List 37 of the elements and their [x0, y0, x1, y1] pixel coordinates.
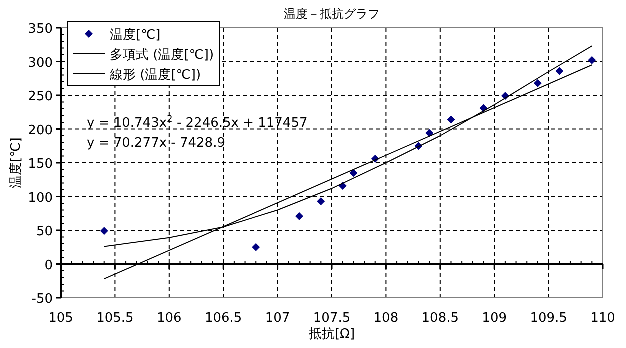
- legend-label: 線形 (温度[℃]): [109, 67, 202, 83]
- y-tick-label: 350: [28, 22, 53, 37]
- y-tick-label: 50: [36, 224, 53, 240]
- x-tick-label: 107: [265, 311, 290, 326]
- y-tick-label: 0: [44, 258, 53, 274]
- point: [100, 227, 108, 236]
- x-axis-title: 抵抗[Ω]: [308, 327, 356, 342]
- y-tick-label: -50: [32, 292, 53, 307]
- x-tick-label: 107.5: [313, 311, 351, 326]
- y-axis-title: 温度[℃]: [8, 138, 24, 188]
- point: [447, 116, 456, 124]
- y-tick-label: 300: [28, 56, 53, 71]
- point: [426, 129, 434, 138]
- y-tick-label: 200: [28, 123, 53, 138]
- y-tick-label: 250: [28, 90, 53, 104]
- x-tick-label: 110: [590, 311, 616, 326]
- legend-label: 温度[℃]: [110, 27, 161, 43]
- y-tick-label: 100: [28, 190, 53, 206]
- x-tick-label: 106.5: [204, 311, 242, 326]
- x-tick-label: 105: [48, 311, 74, 326]
- annotation: y = 70.277x - 7428.9: [87, 136, 226, 151]
- point: [350, 169, 358, 178]
- point: [252, 243, 260, 252]
- chart-title: 温度－抵抗グラフ: [284, 7, 380, 21]
- point: [588, 56, 596, 64]
- point: [317, 197, 326, 206]
- x-tick-label: 109.5: [530, 311, 568, 326]
- y-tick-label: 150: [28, 157, 53, 172]
- point: [534, 79, 542, 88]
- point: [295, 212, 304, 220]
- x-tick-label: 109: [482, 311, 508, 326]
- x-tick-label: 108: [374, 311, 399, 326]
- x-tick-label: 105.5: [96, 311, 134, 326]
- x-tick-label: 106: [156, 311, 182, 326]
- x-tick-label: 108.5: [422, 311, 460, 326]
- point: [556, 67, 564, 76]
- legend-label: 多項式 (温度[℃]): [110, 47, 214, 63]
